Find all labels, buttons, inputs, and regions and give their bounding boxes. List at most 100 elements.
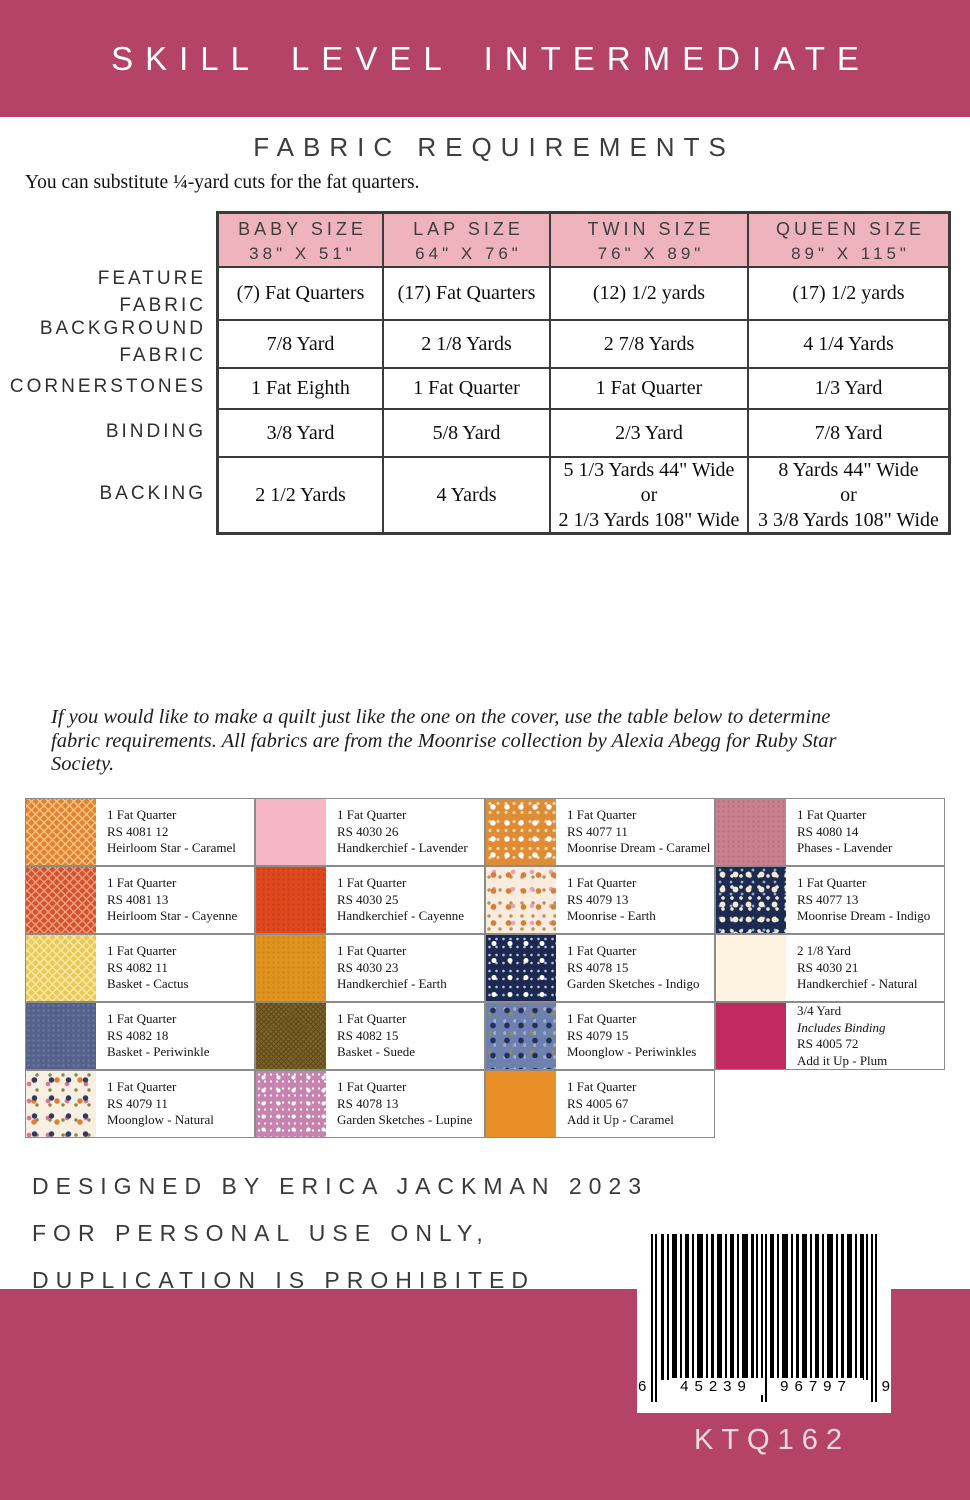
fabric-name: Moonglow - Natural [107,1112,214,1128]
fabric-quantity: 1 Fat Quarter [107,943,177,959]
size-column-header: TWIN SIZE 76" X 89" [550,213,748,267]
fabric-info: 1 Fat Quarter RS 4082 18 Basket - Periwink… [96,1003,214,1069]
fabric-sku: RS 4005 67 [567,1095,629,1111]
fabric-swatch [716,1003,786,1069]
skill-level-title: SKILL LEVEL INTERMEDIATE [111,39,871,77]
fabric-quantity: 1 Fat Quarter [337,943,407,959]
requirement-cell: (17) 1/2 yards [748,267,949,320]
fabric-sku: RS 4078 15 [567,959,629,975]
fabric-sku: RS 4079 15 [567,1027,629,1043]
barcode: 6 45239 96797 9 [637,1228,891,1413]
fabric-name: Add it Up - Plum [797,1052,888,1068]
fabric-info: 1 Fat Quarter RS 4078 15 Garden Sketches -… [556,935,704,1001]
barcode-digit-group1: 45239 [669,1378,763,1395]
fabric-cell: 1 Fat Quarter RS 4078 15 Garden Sketches -… [485,934,715,1002]
requirement-cell: 1/3 Yard [748,368,949,409]
fabric-cell: 1 Fat Quarter RS 4080 14 Phases - Lavender [715,798,945,866]
fabric-swatch [486,1003,556,1069]
fabric-quantity: 1 Fat Quarter [337,875,407,891]
fabric-info: 1 Fat Quarter RS 4030 26 Handkerchief - La… [326,799,472,865]
fabric-swatch [26,867,96,933]
fabric-sku: RS 4078 13 [337,1095,399,1111]
fabric-quantity: 1 Fat Quarter [797,807,867,823]
fabric-cell: 1 Fat Quarter RS 4005 67 Add it Up - Caram… [485,1070,715,1138]
fabric-quantity: 1 Fat Quarter [107,875,177,891]
fabric-note: Includes Binding [797,1019,886,1035]
fabric-info: 1 Fat Quarter RS 4030 25 Handkerchief - Ca… [326,867,468,933]
fabric-sku: RS 4080 14 [797,823,859,839]
fabric-name: Phases - Lavender [797,840,893,856]
size-dimensions: 89" X 115" [791,243,910,263]
row-label: BINDING [105,420,206,442]
designer-credits: DESIGNED BY ERICA JACKMAN 2023 FOR PERSON… [32,1163,648,1304]
fabric-cell: 1 Fat Quarter RS 4081 12 Heirloom Star - C… [25,798,255,866]
fabric-name: Moonrise Dream - Indigo [797,908,931,924]
size-dimensions: 64" X 76" [415,243,522,263]
row-label: BACKING [99,482,206,504]
fabric-name: Basket - Periwinkle [107,1044,210,1060]
requirement-cell: (17) Fat Quarters [383,267,550,320]
fabric-name: Garden Sketches - Lupine [337,1112,473,1128]
fabric-sku: RS 4082 18 [107,1027,169,1043]
requirement-cell: 1 Fat Quarter [550,368,748,409]
requirement-cell: 5/8 Yard [383,409,550,457]
size-dimensions: 76" X 89" [597,243,705,263]
requirement-cell: 3/8 Yard [218,409,383,457]
fabric-name: Heirloom Star - Caramel [107,840,236,856]
cover-quilt-note: If you would like to make a quilt just l… [51,706,837,775]
fabric-swatch [256,799,326,865]
fabric-swatch [716,867,786,933]
requirement-cell: 7/8 Yard [748,409,949,457]
fabric-info: 1 Fat Quarter RS 4082 11 Basket - Cactus [96,935,193,1001]
fabric-info: 1 Fat Quarter RS 4030 23 Handkerchief - Ea… [326,935,451,1001]
fabric-sku: RS 4082 11 [107,959,168,975]
fabric-name: Basket - Cactus [107,976,189,992]
requirement-cell: (7) Fat Quarters [218,267,383,320]
requirement-cell: 4 Yards [383,457,550,533]
fabric-cell: 1 Fat Quarter RS 4030 23 Handkerchief - Ea… [255,934,485,1002]
fabric-swatch [26,799,96,865]
fabric-info: 1 Fat Quarter RS 4081 13 Heirloom Star - C… [96,867,241,933]
size-name: BABY SIZE [238,218,367,239]
fabric-cell: 1 Fat Quarter RS 4030 25 Handkerchief - Ca… [255,866,485,934]
fabric-info: 1 Fat Quarter RS 4079 13 Moonrise - Earth [556,867,660,933]
fabric-info: 1 Fat Quarter RS 4079 11 Moonglow - Natura… [96,1071,218,1137]
fabric-cell: 1 Fat Quarter RS 4077 11 Moonrise Dream - … [485,798,715,866]
fabric-swatch [716,799,786,865]
fabric-swatch [256,1003,326,1069]
fabric-info: 1 Fat Quarter RS 4081 12 Heirloom Star - C… [96,799,240,865]
fabric-quantity: 3/4 Yard [797,1003,842,1018]
fabric-name: Moonglow - Periwinkles [567,1044,697,1060]
fabric-quantity: 1 Fat Quarter [567,875,637,891]
row-label: BACKGROUND FABRIC [39,318,206,366]
fabric-swatch [26,1003,96,1069]
substitution-note: You can substitute ¼-yard cuts for the f… [25,172,420,193]
fabric-sku: RS 4077 13 [797,891,859,907]
requirements-table: BABY SIZE 38" X 51" LAP SIZE 64" X 76" TWIN … [216,211,951,535]
fabric-sku: RS 4081 12 [107,823,169,839]
fabric-swatch [486,935,556,1001]
fabric-info: 1 Fat Quarter RS 4080 14 Phases - Lavender [786,799,896,865]
fabric-sku: RS 4079 11 [107,1095,168,1111]
fabric-sku: RS 4030 21 [797,959,859,975]
size-column-header: BABY SIZE 38" X 51" [218,213,383,267]
size-name: TWIN SIZE [587,218,715,239]
size-name: LAP SIZE [413,218,524,239]
fabric-name: Handkerchief - Cayenne [337,908,465,924]
requirement-cell: 5 1/3 Yards 44" Wide or 2 1/3 Yards 108"… [550,457,748,533]
requirement-cell: 1 Fat Quarter [383,368,550,409]
requirement-cell: 2 1/2 Yards [218,457,383,533]
fabric-quantity: 1 Fat Quarter [337,807,407,823]
fabric-cell: 1 Fat Quarter RS 4078 13 Garden Sketches -… [255,1070,485,1138]
requirement-cell: 8 Yards 44" Wide or 3 3/8 Yards 108" Wid… [748,457,949,533]
fabric-quantity: 1 Fat Quarter [337,1079,407,1095]
fabric-cell: 1 Fat Quarter RS 4081 13 Heirloom Star - C… [25,866,255,934]
fabric-quantity: 1 Fat Quarter [337,1011,407,1027]
fabric-info: 1 Fat Quarter RS 4077 13 Moonrise Dream - … [786,867,934,933]
barcode-digit-group2: 96797 [769,1378,863,1395]
fabric-swatch [256,935,326,1001]
fabric-quantity: 1 Fat Quarter [107,1079,177,1095]
fabric-swatch [26,1071,96,1137]
fabric-cell: 1 Fat Quarter RS 4079 13 Moonrise - Earth [485,866,715,934]
